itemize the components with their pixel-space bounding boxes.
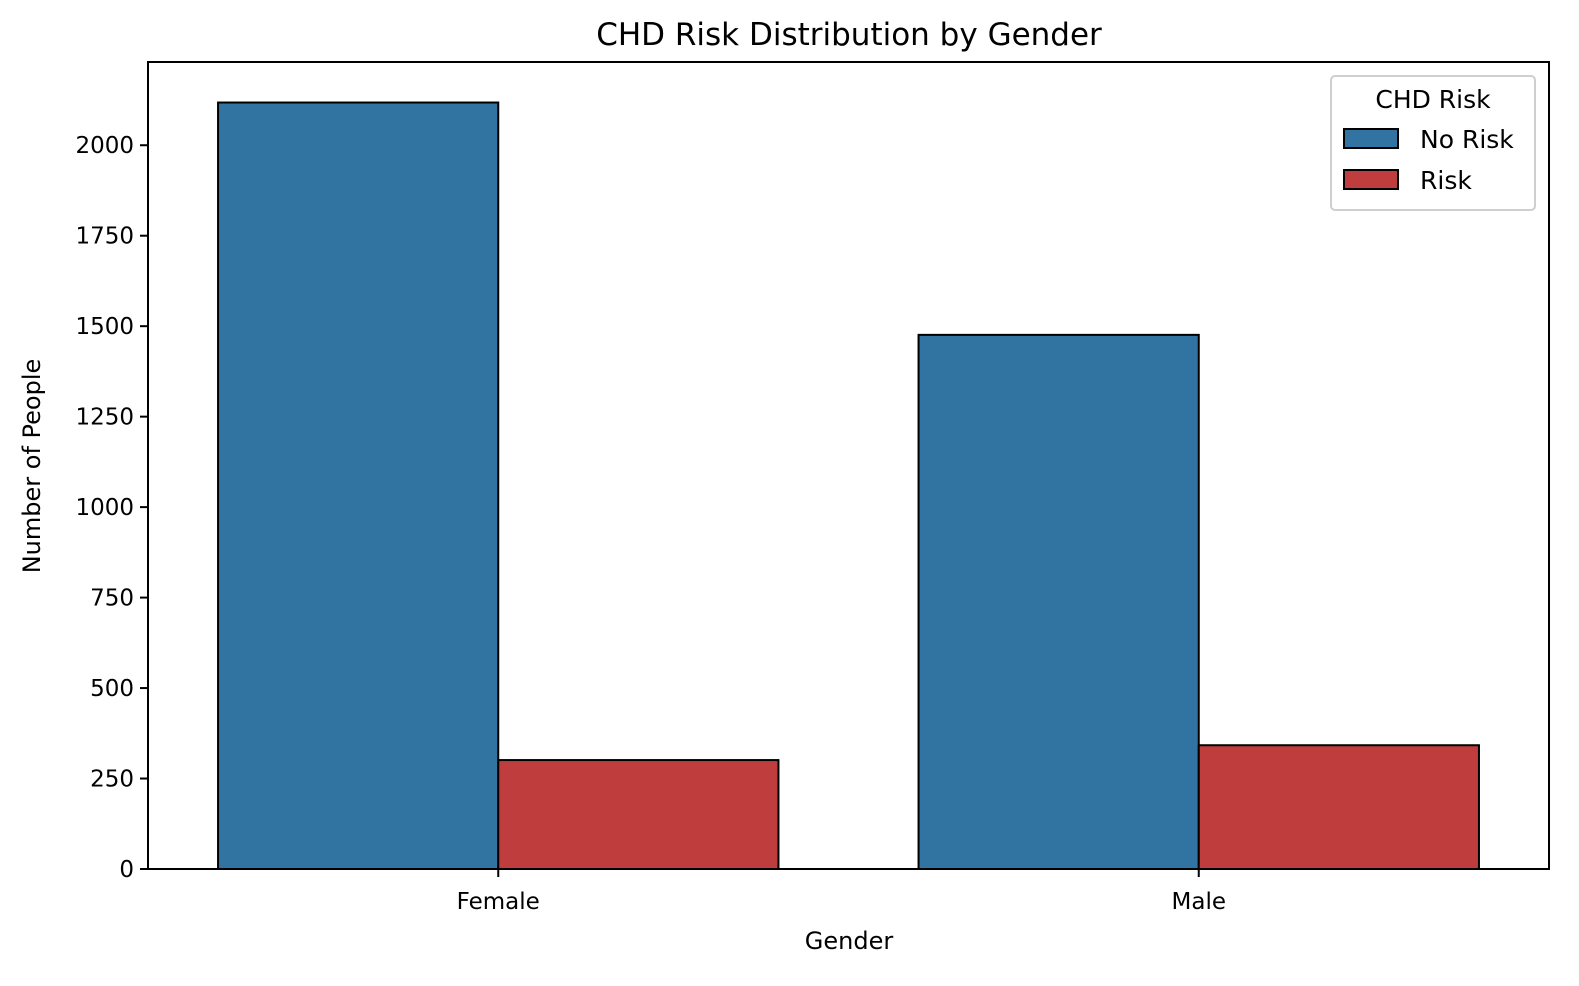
bar-male-no-risk xyxy=(917,333,1200,870)
legend-label: Risk xyxy=(1420,166,1472,195)
bar-male-risk xyxy=(1197,744,1480,871)
y-tick-label: 750 xyxy=(90,586,134,612)
y-tick-label: 0 xyxy=(119,857,134,883)
y-tick-label: 1000 xyxy=(75,495,134,521)
plot-area-frame xyxy=(147,61,1550,870)
y-tick-label: 500 xyxy=(90,676,134,702)
x-axis-label: Gender xyxy=(805,927,894,955)
y-tick-label: 1500 xyxy=(75,314,134,340)
y-tick-label: 1750 xyxy=(75,224,134,250)
y-tick-label: 2000 xyxy=(75,133,134,159)
x-tick-label: Female xyxy=(457,889,540,915)
legend-swatch-no-risk xyxy=(1343,128,1399,149)
legend-items: No Risk Risk xyxy=(1343,125,1514,195)
y-axis-ticks: 0 250 500 750 1000 1250 1500 1750 2000 xyxy=(75,133,148,883)
x-axis-ticks: Female Male xyxy=(457,869,1226,915)
y-tick-label: 1250 xyxy=(75,405,134,431)
bar-series-group xyxy=(217,101,1480,871)
chart-legend: CHD Risk No Risk Risk xyxy=(1330,75,1536,211)
legend-title: CHD Risk xyxy=(1375,85,1491,114)
y-axis-label: Number of People xyxy=(18,359,46,574)
legend-label: No Risk xyxy=(1420,125,1514,154)
x-tick-label: Male xyxy=(1172,889,1226,915)
bar-female-risk xyxy=(497,759,780,871)
legend-swatch-risk xyxy=(1343,169,1399,190)
y-tick-label: 250 xyxy=(90,767,134,793)
chart-title: CHD Risk Distribution by Gender xyxy=(596,17,1102,53)
bar-female-no-risk xyxy=(217,101,500,870)
